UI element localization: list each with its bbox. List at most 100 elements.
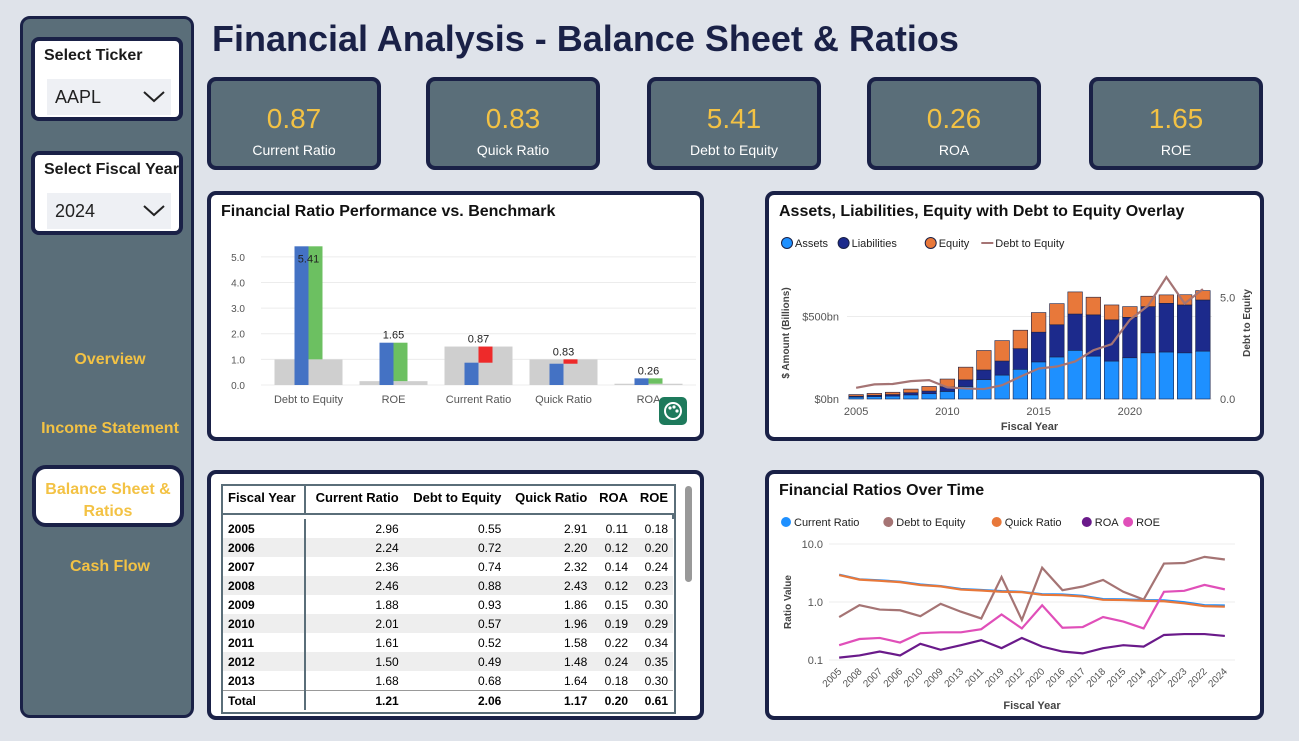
data-label: 1.65 xyxy=(383,330,404,342)
column-header[interactable]: Current Ratio xyxy=(305,486,404,515)
x-tick-label: ROA xyxy=(637,394,662,406)
liabilities-bar xyxy=(976,369,992,380)
table-cell: 2012 xyxy=(223,652,307,671)
equity-bar xyxy=(903,388,919,394)
assets-bar xyxy=(1104,360,1120,400)
table-cell: 2013 xyxy=(223,671,307,691)
table-row[interactable]: 2009 1.88 0.93 1.86 0.15 0.30 xyxy=(223,595,673,614)
liabilities-bar xyxy=(1031,331,1047,363)
palette-icon[interactable] xyxy=(659,397,687,425)
legend-label: Debt to Equity xyxy=(896,517,966,529)
kpi-label: ROA xyxy=(938,142,970,158)
assets-bar xyxy=(1177,352,1193,400)
column-header[interactable]: ROE xyxy=(633,486,673,515)
x-tick-label: 2020 xyxy=(1024,666,1048,690)
column-header[interactable]: Quick Ratio xyxy=(506,486,593,515)
below-benchmark-bar xyxy=(478,346,493,363)
x-tick-label: 2009 xyxy=(922,666,946,690)
table-cell: 0.20 xyxy=(592,690,634,710)
table-cell: 2010 xyxy=(223,614,307,633)
table-cell: 0.15 xyxy=(604,597,629,612)
ratio-table-card: Fiscal Year Current Ratio Debt to Equity Qu… xyxy=(207,470,704,720)
table-cell: 0.72 xyxy=(403,538,507,557)
x-tick-label: 2022 xyxy=(1186,666,1210,690)
table-row[interactable]: 2013 1.68 0.68 1.64 0.18 0.30 xyxy=(223,671,673,691)
equity-bar xyxy=(1104,304,1120,321)
legend-label: Quick Ratio xyxy=(1005,517,1062,529)
sidebar: Select Ticker AAPL Select Fiscal Year 20… xyxy=(20,16,194,718)
data-label: 5.41 xyxy=(298,253,319,265)
table-cell: 2005 xyxy=(223,519,307,538)
chevron-down-icon xyxy=(143,205,165,217)
kpi-value: 5.41 xyxy=(706,103,762,134)
chevron-down-icon xyxy=(143,91,165,103)
legend-label: Liabilities xyxy=(852,238,898,250)
table-cell: 1.88 xyxy=(375,597,399,612)
ratios-time-title: Financial Ratios Over Time xyxy=(779,482,985,499)
kpi-label: Quick Ratio xyxy=(476,142,550,158)
ticker-dropdown[interactable]: AAPL xyxy=(47,79,171,115)
column-header[interactable]: ROA xyxy=(592,486,634,515)
nav-balance-sheet-ratios[interactable]: Balance Sheet & Ratios xyxy=(32,465,184,527)
table-row[interactable]: 2011 1.61 0.52 1.58 0.22 0.34 xyxy=(223,633,673,652)
year-dropdown[interactable]: 2024 xyxy=(47,193,171,229)
table-cell: 0.12 xyxy=(592,538,634,557)
nav-balance-sheet-label: Balance Sheet & Ratios xyxy=(45,481,171,520)
x-tick-label: 2010 xyxy=(902,666,926,690)
x-tick-label: 2005 xyxy=(844,406,868,418)
table-row[interactable]: 2005 2.96 0.55 2.91 0.11 0.18 xyxy=(223,519,673,538)
table-row[interactable]: 2008 2.46 0.88 2.43 0.12 0.23 xyxy=(223,576,673,595)
table-cell: 0.88 xyxy=(403,576,507,595)
legend-label: Equity xyxy=(939,238,970,250)
data-label: 0.26 xyxy=(638,365,659,377)
x-tick-label: ROE xyxy=(382,394,406,406)
x-tick-label: 2015 xyxy=(1105,666,1129,690)
table-cell: 1.68 xyxy=(375,673,399,688)
table-cell: 0.12 xyxy=(592,576,634,595)
table-cell: 1.48 xyxy=(506,652,593,671)
table-cell: 0.29 xyxy=(633,614,673,633)
ratio-table: Fiscal Year Current Ratio Debt to Equity Qu… xyxy=(221,484,676,714)
balance-chart-title: Assets, Liabilities, Equity with Debt to… xyxy=(779,203,1185,220)
column-header[interactable]: Debt to Equity xyxy=(403,486,507,515)
legend-marker xyxy=(991,517,1002,527)
table-cell: 0.34 xyxy=(644,635,668,650)
liabilities-bar xyxy=(921,390,937,395)
above-benchmark-bar xyxy=(648,378,663,384)
table-cell: 2.96 xyxy=(375,521,399,536)
table-cell: 0.35 xyxy=(633,652,673,671)
table-row[interactable]: 2007 2.36 0.74 2.32 0.14 0.24 xyxy=(223,557,673,576)
liabilities-bar xyxy=(903,392,919,396)
table-cell: 2006 xyxy=(223,538,307,557)
ticker-dropdown-value: AAPL xyxy=(55,87,102,107)
data-label: 0.87 xyxy=(468,334,489,346)
liabilities-bar xyxy=(1049,324,1065,358)
y-tick-label: 4.0 xyxy=(231,278,245,289)
x-tick-label: Quick Ratio xyxy=(535,394,592,406)
liabilities-bar xyxy=(1104,319,1120,362)
benchmark-chart: 0.0 1.0 2.0 3.0 4.0 5.0 5.41 Debt to Equity 1.65… xyxy=(231,246,696,406)
table-cell: 1.58 xyxy=(564,635,588,650)
kpi-roe: 1.65 ROE xyxy=(1089,77,1263,170)
nav-income-statement[interactable]: Income Statement xyxy=(41,420,179,437)
nav-cash-flow[interactable]: Cash Flow xyxy=(69,558,150,575)
column-header[interactable]: Fiscal Year xyxy=(223,486,307,515)
table-row[interactable]: 2010 2.01 0.57 1.96 0.19 0.29 xyxy=(223,614,673,633)
table-row[interactable]: 2006 2.24 0.72 2.20 0.12 0.20 xyxy=(223,538,673,557)
ticker-slicer-label: Select Ticker xyxy=(44,47,143,64)
kpi-label: Debt to Equity xyxy=(690,142,778,158)
liabilities-bar xyxy=(1122,317,1138,359)
table-row[interactable]: 2012 1.50 0.49 1.48 0.24 0.35 xyxy=(223,652,673,671)
legend-marker xyxy=(1081,517,1092,527)
table-cell: 2.43 xyxy=(506,576,593,595)
assets-bar xyxy=(1140,352,1156,400)
nav-overview[interactable]: Overview xyxy=(74,351,146,368)
x-tick-label: 2017 xyxy=(1064,666,1088,690)
y-tick-label: 1.0 xyxy=(808,597,823,609)
table-scrollbar[interactable] xyxy=(685,486,692,582)
liabilities-bar xyxy=(1140,306,1156,354)
equity-bar xyxy=(885,391,901,395)
equity-bar xyxy=(1031,312,1047,333)
actual-bar xyxy=(379,342,394,385)
table-cell: 0.30 xyxy=(644,673,668,688)
